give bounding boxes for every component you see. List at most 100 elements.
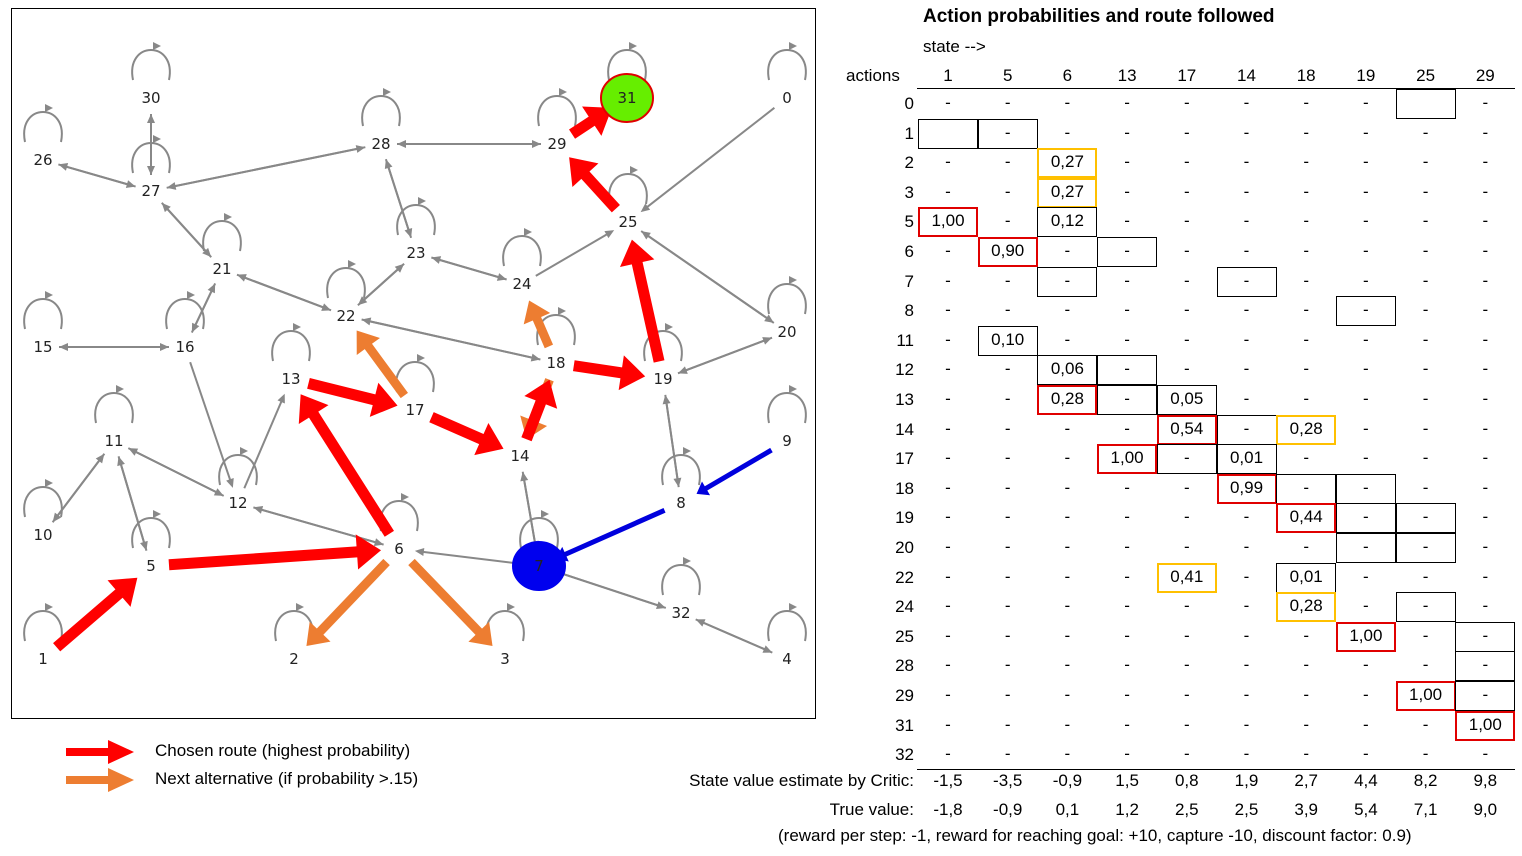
node-label-5: 5	[146, 557, 156, 575]
probability-cell: -	[1004, 181, 1011, 201]
self-loop-20	[767, 283, 807, 315]
self-loop-arrowhead-16	[187, 291, 195, 299]
cell-highlight-box-red	[1097, 444, 1158, 475]
edge-21-to-27-head	[161, 202, 171, 213]
critic-estimate-value: 8,2	[1413, 771, 1438, 790]
node-label-18: 18	[546, 354, 565, 372]
critic-estimate-value: 2,7	[1294, 771, 1318, 790]
probability-cell: -	[1363, 566, 1369, 586]
cell-highlight-box-red	[1156, 414, 1217, 445]
probability-cell: -	[1004, 122, 1011, 142]
probability-cell: -	[1303, 537, 1310, 556]
edge-20-to-19-head	[677, 366, 688, 374]
self-loop-arrowhead-25	[630, 166, 638, 174]
probability-cell: -	[1303, 714, 1310, 734]
self-loop-arrowhead-5	[153, 510, 161, 518]
edge-12-to-11-head	[128, 448, 139, 456]
edge-18-to-22-head	[361, 317, 372, 326]
probability-cell: -	[1243, 389, 1250, 408]
probability-cell: -	[1482, 152, 1489, 172]
probability-cell: -	[1422, 152, 1429, 172]
probability-cell: 0,12	[1050, 211, 1084, 231]
self-loop-5	[131, 517, 171, 549]
edge-8-to-19	[665, 400, 680, 488]
action-row-header: 14	[895, 419, 914, 439]
probability-cell: -	[945, 389, 951, 408]
probability-cell: -	[1064, 596, 1071, 616]
probability-cell: -	[1482, 418, 1489, 438]
cell-highlight-box-black	[1395, 592, 1456, 623]
self-loop-11	[94, 392, 134, 424]
state-column-header: 13	[1117, 66, 1137, 85]
cell-highlight-box-black	[1276, 562, 1337, 593]
edge-4-to-32	[700, 620, 773, 654]
self-loop-arrowhead-15	[45, 291, 53, 299]
node-label-0: 0	[782, 89, 792, 107]
probability-cell: -	[1004, 270, 1011, 290]
edge-16-to-15-head	[59, 343, 68, 351]
node-label-23: 23	[406, 244, 425, 262]
probability-cell: -	[1004, 625, 1011, 645]
self-loop-2	[274, 610, 314, 642]
edge-5-to-11	[119, 461, 148, 551]
edge-23-to-28-head	[384, 159, 393, 170]
probability-cell: 0,27	[1050, 181, 1084, 201]
probability-cell: -	[1482, 596, 1489, 616]
edge-12-to-6-head	[373, 538, 384, 546]
probability-cell: -	[1363, 241, 1369, 260]
edge-16-to-12-head	[226, 478, 234, 488]
action-row-header: 32	[895, 745, 914, 765]
self-loop-arrowhead-22	[348, 260, 356, 268]
edge-20-to-25	[645, 233, 775, 324]
self-loop-18	[536, 314, 576, 346]
state-column-header: 18	[1296, 66, 1316, 85]
probability-cell: 1,00	[931, 211, 965, 231]
probability-cell: -	[945, 477, 951, 497]
probability-cell: -	[1004, 537, 1011, 556]
legend-item-chosen: Chosen route (highest probability)	[60, 738, 520, 766]
probability-cell: 1,00	[1468, 714, 1502, 734]
probability-cell: -	[1243, 300, 1250, 320]
orange-arrow-icon	[66, 768, 134, 792]
probability-cell: -	[945, 744, 951, 764]
probability-cell: -	[1363, 477, 1369, 497]
self-loop-arrowhead-24	[524, 228, 532, 236]
probability-cell: 0,44	[1289, 507, 1323, 527]
cell-highlight-box-red	[1335, 621, 1396, 652]
probability-cell: -	[1124, 625, 1130, 645]
edge-7-to-14-head	[520, 471, 529, 482]
probability-cell: -	[1183, 300, 1190, 320]
node-label-8: 8	[676, 494, 686, 512]
probability-cell: -	[1124, 477, 1130, 497]
probability-cell: -	[1124, 300, 1130, 320]
route-arrow-6-to-13	[298, 394, 394, 537]
self-loop-26	[23, 111, 63, 143]
probability-cell: -	[1124, 744, 1130, 764]
node-label-26: 26	[33, 151, 52, 169]
probability-cell: -	[1243, 122, 1250, 142]
true-value: -1,8	[933, 800, 963, 819]
cell-highlight-box-yellow	[1276, 414, 1337, 445]
probability-cell: -	[1124, 566, 1130, 586]
probability-cell: -	[1124, 537, 1130, 556]
probability-cell: -	[1363, 714, 1369, 734]
probability-cell: -	[1482, 507, 1489, 527]
self-loop-arrowhead-2	[296, 603, 304, 611]
probability-cell: -	[1303, 329, 1310, 349]
self-loop-19	[643, 330, 683, 362]
cell-highlight-box-black	[1156, 385, 1217, 415]
action-row-header: 19	[895, 508, 914, 528]
cell-highlight-box-yellow	[1276, 592, 1337, 623]
probability-cell: -	[1482, 300, 1489, 320]
probability-cell: -	[1482, 625, 1489, 645]
probability-cell: -	[1004, 418, 1011, 438]
cell-highlight-box-black	[1455, 651, 1516, 682]
self-loop-arrowhead-13	[293, 323, 301, 331]
self-loop-arrowhead-17	[417, 354, 425, 362]
edge-4-to-32-head	[695, 619, 706, 627]
probability-cell: -	[1124, 418, 1130, 438]
edge-7-to-14	[522, 477, 538, 551]
cell-highlight-box-black	[1395, 89, 1456, 119]
edge-22-to-21-head	[236, 274, 247, 282]
edge-22-to-23	[357, 266, 401, 307]
